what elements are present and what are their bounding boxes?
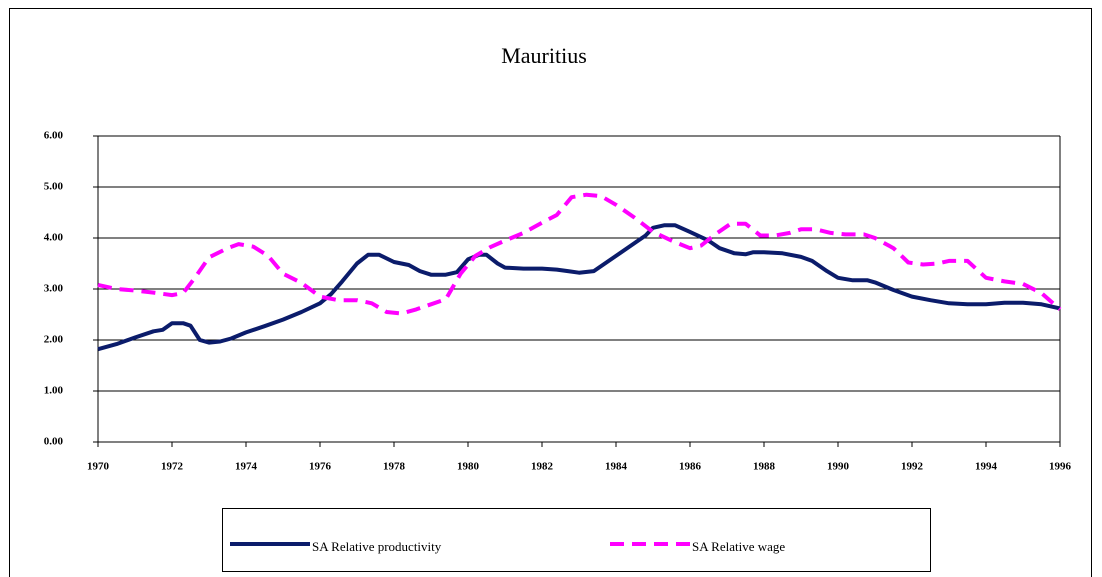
x-tick-label: 1988	[753, 461, 776, 473]
x-tick-label: 1986	[679, 461, 702, 473]
chart-frame	[9, 8, 1092, 577]
x-tick-label: 1972	[161, 461, 184, 473]
x-tick-label: 1994	[975, 461, 998, 473]
series-line	[97, 192, 1062, 316]
x-tick-label: 1992	[901, 461, 924, 473]
chart-title: Mauritius	[501, 43, 587, 68]
legend-label: SA Relative productivity	[312, 539, 442, 554]
legend-label: SA Relative wage	[692, 539, 785, 554]
y-tick-label: 2.00	[44, 334, 64, 346]
x-tick-label: 1970	[87, 461, 110, 473]
y-tick-label: 6.00	[44, 130, 64, 142]
y-tick-label: 3.00	[44, 283, 64, 295]
y-tick-label: 1.00	[44, 385, 64, 397]
x-tick-label: 1990	[827, 461, 850, 473]
x-tick-label: 1980	[457, 461, 480, 473]
x-tick-label: 1982	[531, 461, 554, 473]
x-tick-label: 1984	[605, 461, 628, 473]
x-tick-label: 1996	[1049, 461, 1072, 473]
legend-box	[222, 508, 931, 572]
x-tick-label: 1976	[309, 461, 332, 473]
x-tick-label: 1978	[383, 461, 406, 473]
y-tick-label: 4.00	[44, 232, 64, 244]
y-tick-label: 5.00	[44, 181, 64, 193]
x-tick-label: 1974	[235, 461, 258, 473]
y-tick-label: 0.00	[44, 436, 64, 448]
series-line	[97, 223, 1061, 352]
